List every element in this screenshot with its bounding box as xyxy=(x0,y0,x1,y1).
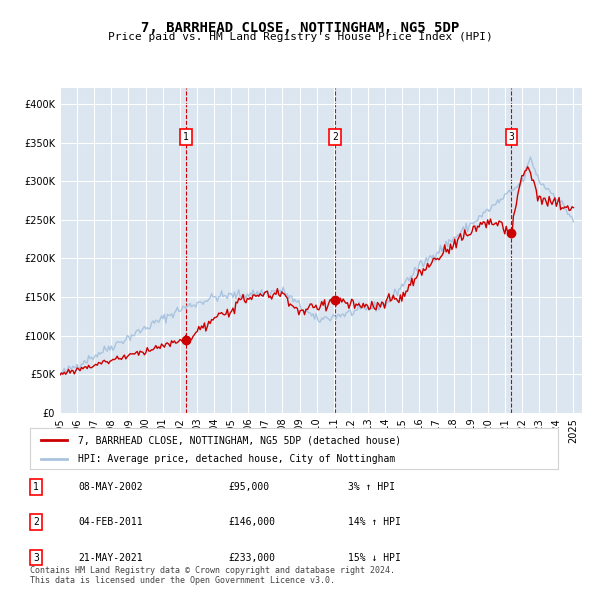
Text: 3% ↑ HPI: 3% ↑ HPI xyxy=(348,482,395,491)
Text: 21-MAY-2021: 21-MAY-2021 xyxy=(78,553,143,562)
Text: 3: 3 xyxy=(33,553,39,562)
Text: Price paid vs. HM Land Registry's House Price Index (HPI): Price paid vs. HM Land Registry's House … xyxy=(107,32,493,42)
Text: £95,000: £95,000 xyxy=(228,482,269,491)
Text: 3: 3 xyxy=(509,132,514,142)
Text: Contains HM Land Registry data © Crown copyright and database right 2024.
This d: Contains HM Land Registry data © Crown c… xyxy=(30,566,395,585)
Text: HPI: Average price, detached house, City of Nottingham: HPI: Average price, detached house, City… xyxy=(77,454,395,464)
Text: 14% ↑ HPI: 14% ↑ HPI xyxy=(348,517,401,527)
Text: 1: 1 xyxy=(183,132,189,142)
Text: 7, BARRHEAD CLOSE, NOTTINGHAM, NG5 5DP: 7, BARRHEAD CLOSE, NOTTINGHAM, NG5 5DP xyxy=(141,21,459,35)
Text: 15% ↓ HPI: 15% ↓ HPI xyxy=(348,553,401,562)
Text: 04-FEB-2011: 04-FEB-2011 xyxy=(78,517,143,527)
Text: 2: 2 xyxy=(332,132,338,142)
Text: 1: 1 xyxy=(33,482,39,491)
Text: 08-MAY-2002: 08-MAY-2002 xyxy=(78,482,143,491)
Text: £233,000: £233,000 xyxy=(228,553,275,562)
Text: 2: 2 xyxy=(33,517,39,527)
Text: 7, BARRHEAD CLOSE, NOTTINGHAM, NG5 5DP (detached house): 7, BARRHEAD CLOSE, NOTTINGHAM, NG5 5DP (… xyxy=(77,435,401,445)
Text: £146,000: £146,000 xyxy=(228,517,275,527)
